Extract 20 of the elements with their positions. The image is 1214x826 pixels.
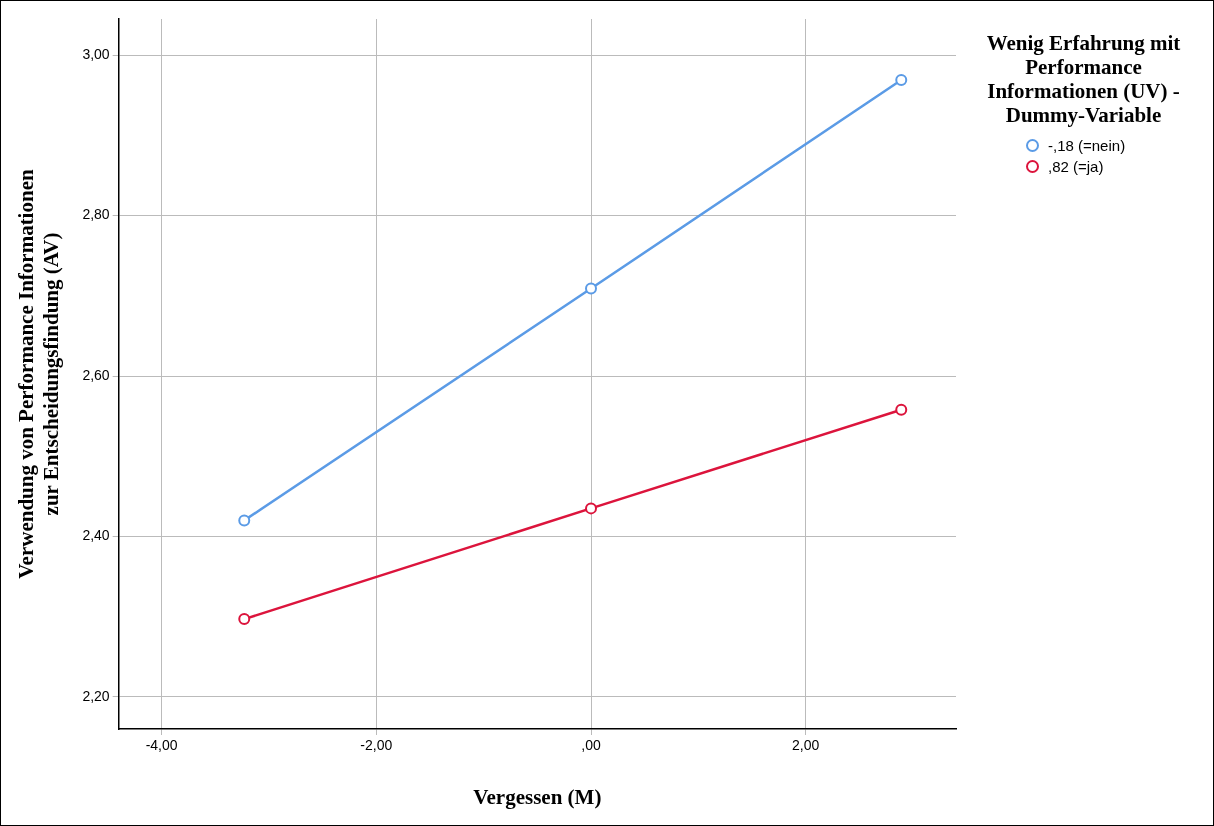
y-tick-label: 2,60 [82,366,110,383]
point [895,73,908,86]
point [895,403,908,416]
y-tick-label: 2,40 [82,527,110,544]
y-axis-title: Verwendung von Performance Informationen zur Entscheidungsfindung (AV) [14,169,64,579]
x-tick-label: -4,00 [145,737,178,754]
x-tick-label: 2,00 [792,737,820,754]
x-tick-label: ,00 [581,737,601,754]
legend-label: -,18 (=nein) [1048,137,1126,154]
y-tick-label: 3,00 [82,45,110,62]
point [585,502,597,515]
x-tick-label: -2,00 [360,737,393,754]
legend-label: ,82 (=ja) [1048,158,1104,175]
x-axis-title: Vergessen (M) [473,784,602,809]
point [585,282,597,295]
y-tick-label: 2,20 [82,687,110,704]
legend-title: Wenig Erfahrung mit Performance Informationen (UV) - Dummy-Variable [985,31,1182,127]
point [238,613,251,626]
y-tick-label: 2,80 [82,206,110,223]
point [238,514,251,527]
